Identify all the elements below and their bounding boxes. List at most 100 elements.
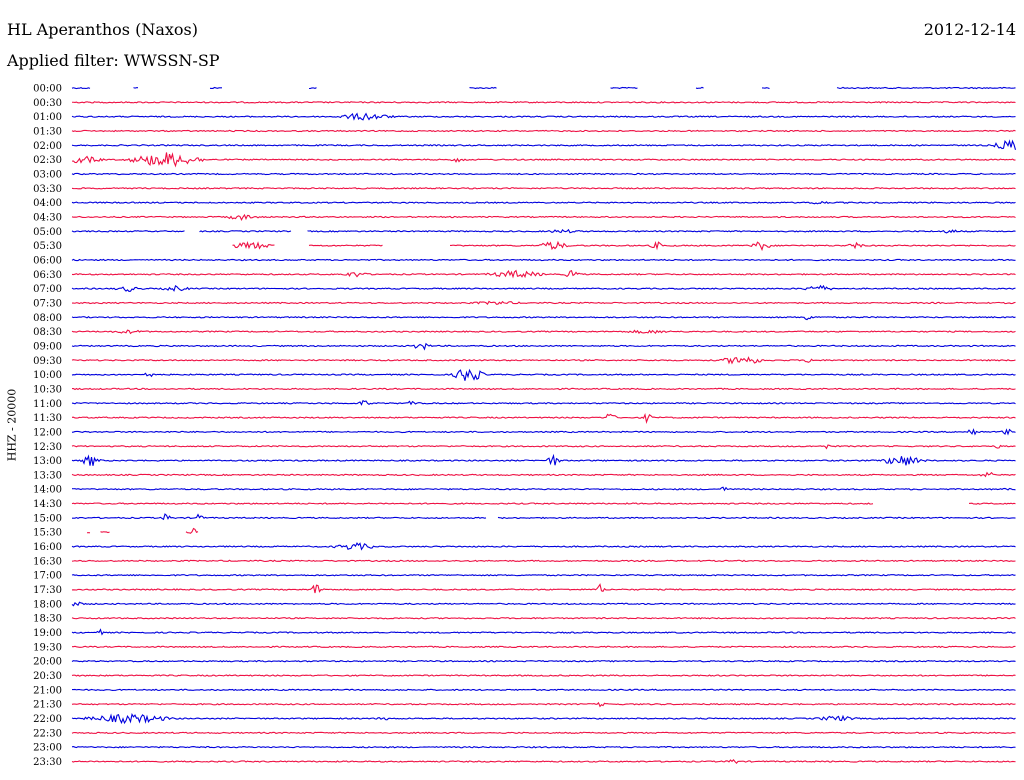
hour-label: 05:00 [33,227,62,238]
hour-label: 03:30 [33,184,62,195]
trace-row-2100 [71,688,1016,692]
hour-label: 02:00 [33,141,62,152]
hour-label: 12:30 [33,442,62,453]
hour-label: 02:30 [33,155,62,166]
trace-row-0400 [71,200,1016,205]
hour-label: 21:00 [33,685,62,696]
trace-row-0200 [71,139,1017,150]
trace-row-0500 [71,228,1016,234]
hour-label: 23:30 [33,757,62,768]
trace-row-0530 [232,240,1016,252]
trace-row-1800 [71,601,1016,607]
trace-row-0230 [71,152,1016,168]
hour-label: 12:00 [33,427,62,438]
hour-label: 09:00 [33,341,62,352]
trace-row-1100 [71,399,1016,406]
hour-label: 07:00 [33,284,62,295]
hour-label: 11:00 [33,399,62,410]
hour-label: 19:30 [33,642,62,653]
hour-label: 22:00 [33,714,62,725]
hour-label: 07:30 [33,298,62,309]
hour-label: 03:00 [33,169,62,180]
hour-label: 10:30 [33,384,62,395]
trace-row-0030 [72,101,1016,104]
trace-row-0300 [71,172,1016,176]
hour-label: 13:00 [33,456,62,467]
hour-label: 06:00 [33,255,62,266]
hour-label: 11:30 [33,413,62,424]
hour-label: 20:00 [33,657,62,668]
trace-row-2230 [71,731,1016,735]
trace-row-0630 [71,269,1016,279]
hour-label: 18:00 [33,599,62,610]
trace-row-0430 [71,213,1016,221]
trace-row-1430 [71,502,1016,505]
hour-label: 09:30 [33,356,62,367]
trace-row-0900 [71,342,1016,351]
trace-row-0130 [71,129,1016,133]
hour-label: 14:00 [33,485,62,496]
hour-label: 22:30 [33,728,62,739]
hour-label: 20:30 [33,671,62,682]
trace-row-1000 [71,368,1016,381]
hour-label: 06:30 [33,270,62,281]
trace-row-1630 [71,559,1016,563]
trace-row-0800 [71,315,1016,321]
hour-label: 16:00 [33,542,62,553]
trace-row-1200 [71,428,1016,436]
plot-date: 2012-12-14 [923,20,1016,39]
trace-row-1300 [71,453,1016,466]
trace-row-1830 [71,616,1016,620]
hour-label: 08:30 [33,327,62,338]
hour-label: 10:00 [33,370,62,381]
trace-row-2300 [71,745,1016,749]
hour-label: 05:30 [33,241,62,252]
hour-label: 14:30 [33,499,62,510]
hour-label: 16:30 [33,556,62,567]
trace-row-1600 [71,542,1016,551]
hour-label: 00:00 [33,84,62,95]
hour-label: 23:00 [33,743,62,754]
trace-row-0700 [71,284,1016,292]
trace-row-1230 [71,444,1016,450]
trace-row-2130 [71,701,1016,708]
trace-row-0830 [71,329,1016,335]
hour-label: 15:00 [33,513,62,524]
trace-row-1330 [71,471,1016,478]
hour-label: 08:00 [33,313,62,324]
hour-label: 00:30 [33,98,62,109]
trace-row-0000 [71,86,1016,90]
hour-label: 04:00 [33,198,62,209]
hour-label: 01:00 [33,112,62,123]
trace-row-2030 [71,674,1016,677]
filter-label: Applied filter: WWSSN-SP [7,51,220,70]
hour-label: 21:30 [33,700,62,711]
trace-row-2200 [71,712,1016,725]
trace-row-0730 [71,300,1016,305]
hour-label: 19:00 [33,628,62,639]
trace-row-1730 [71,583,1016,594]
trace-row-0930 [71,356,1016,365]
trace-row-1930 [71,645,1016,649]
hour-label: 18:30 [33,614,62,625]
trace-row-1400 [71,486,1016,492]
trace-row-1700 [71,573,1016,577]
hour-label: 17:00 [33,571,62,582]
trace-row-2330 [71,759,1016,765]
trace-row-1030 [72,387,1016,391]
hour-label: 15:30 [33,528,62,539]
hour-label: 13:30 [33,470,62,481]
trace-row-1130 [71,413,1016,424]
trace-row-0100 [71,112,1016,121]
trace-row-1500 [71,513,1016,521]
trace-row-1900 [71,628,1016,636]
trace-row-1530 [86,527,199,534]
hour-label: 01:30 [33,126,62,137]
hour-label: 17:30 [33,585,62,596]
trace-row-0600 [71,258,1016,262]
station-title: HL Aperanthos (Naxos) [7,20,198,39]
hour-label: 04:30 [33,212,62,223]
trace-row-2000 [71,659,1016,663]
trace-row-0330 [71,187,1016,190]
